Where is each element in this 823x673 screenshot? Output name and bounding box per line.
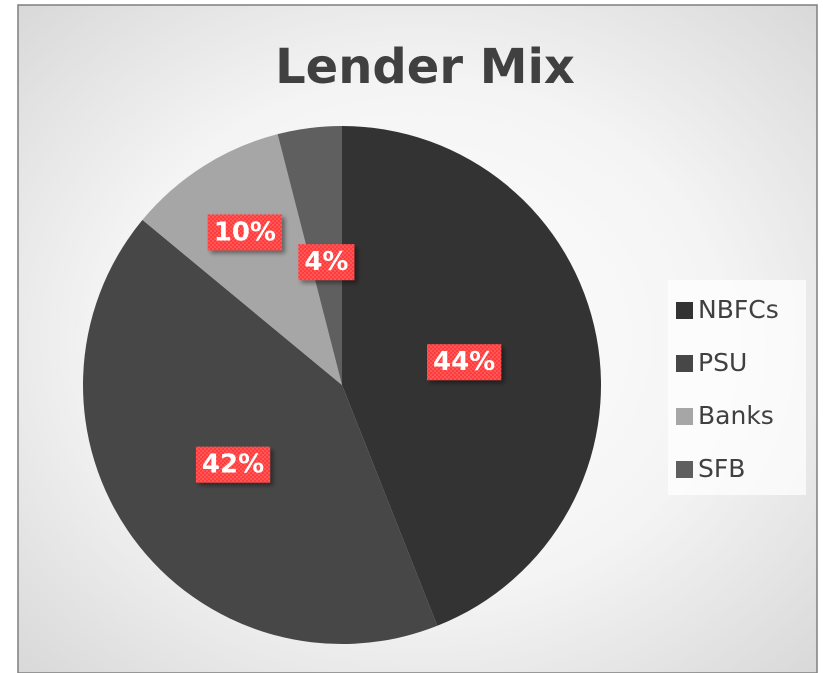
pie-slice xyxy=(82,219,438,645)
data-label: 42% xyxy=(202,450,264,480)
data-label-box xyxy=(298,244,355,281)
data-label-box xyxy=(207,214,282,251)
data-label-box xyxy=(195,446,271,483)
legend-swatch xyxy=(676,461,693,478)
data-label: 4% xyxy=(304,247,348,277)
data-label: 10% xyxy=(214,217,276,247)
legend-label: Banks xyxy=(698,401,774,430)
data-label: 44% xyxy=(433,347,495,377)
chart-title: Lender Mix xyxy=(275,39,575,95)
legend-swatch xyxy=(676,408,693,425)
legend-label: PSU xyxy=(698,348,747,377)
legend-label: NBFCs xyxy=(698,295,779,324)
legend-swatch xyxy=(676,355,693,372)
pie-slice xyxy=(142,134,342,385)
data-label-box xyxy=(427,344,502,381)
legend-swatch xyxy=(676,302,693,319)
legend-label: SFB xyxy=(698,454,745,483)
